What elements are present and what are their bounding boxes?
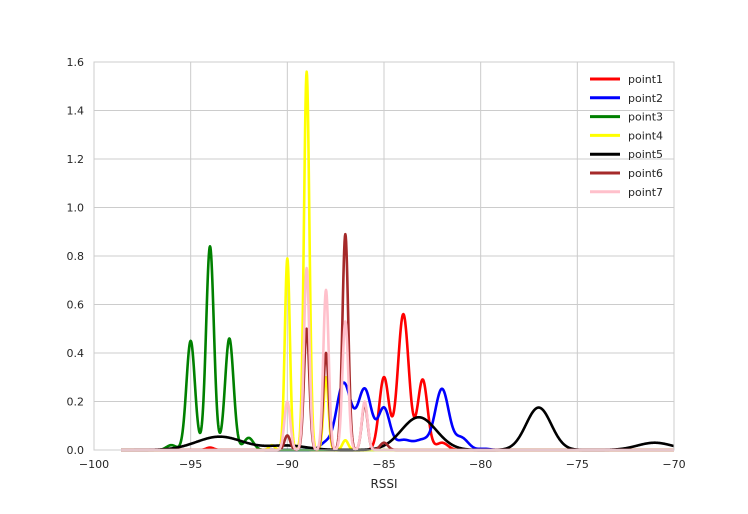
y-tick-label: 0.6 <box>67 299 85 312</box>
y-tick-label: 0.0 <box>67 444 85 457</box>
y-tick-label: 1.4 <box>67 105 85 118</box>
y-tick-labels: 0.0 0.2 0.4 0.6 0.8 1.0 1.2 1.4 1.6 <box>67 56 85 457</box>
x-tick-label: −70 <box>662 458 685 471</box>
legend-label-point5: point5 <box>628 148 663 161</box>
x-axis-label: RSSI <box>370 477 397 491</box>
y-tick-label: 0.4 <box>67 347 85 360</box>
legend-label-point4: point4 <box>628 129 663 142</box>
x-tick-label: −90 <box>276 458 299 471</box>
legend-label-point2: point2 <box>628 92 663 105</box>
y-tick-label: 0.2 <box>67 396 85 409</box>
axes-frame <box>93 61 675 451</box>
legend-label-point7: point7 <box>628 186 663 199</box>
legend-label-point3: point3 <box>628 111 663 124</box>
x-tick-label: −75 <box>566 458 589 471</box>
y-tick-label: 0.8 <box>67 250 85 263</box>
y-tick-label: 1.0 <box>67 202 85 215</box>
y-tick-label: 1.2 <box>67 153 85 166</box>
x-tick-label: −85 <box>372 458 395 471</box>
x-tick-label: −95 <box>179 458 202 471</box>
legend: point1 point2 point3 point4 point5 point6 poin… <box>590 73 663 199</box>
legend-label-point1: point1 <box>628 73 663 86</box>
x-tick-label: −100 <box>79 458 109 471</box>
x-tick-label: −80 <box>469 458 492 471</box>
plot-frame <box>93 61 675 451</box>
x-tick-labels: −100 −95 −90 −85 −80 −75 −70 <box>79 458 686 471</box>
y-tick-label: 1.6 <box>67 56 85 69</box>
legend-label-point6: point6 <box>628 167 663 180</box>
